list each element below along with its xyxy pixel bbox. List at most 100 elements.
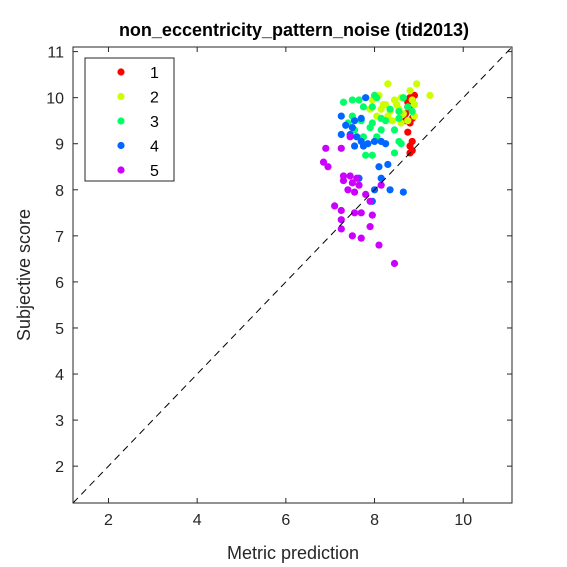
data-point-series-5-4 xyxy=(346,133,354,141)
legend-label-2: 2 xyxy=(150,90,159,107)
data-point-series-5-13 xyxy=(362,190,370,198)
data-point-series-5-3 xyxy=(324,163,332,171)
data-point-series-5-11 xyxy=(344,186,352,194)
data-point-series-5-0 xyxy=(337,144,345,152)
data-point-series-4-0 xyxy=(362,94,370,102)
data-point-series-5-6 xyxy=(346,172,354,180)
data-point-series-2-1 xyxy=(413,80,421,88)
legend-label-1: 1 xyxy=(150,65,159,82)
y-tick-label-5: 7 xyxy=(55,229,64,246)
data-point-series-3-10 xyxy=(404,103,412,111)
data-point-series-5-10 xyxy=(355,181,363,189)
y-tick-label-6: 8 xyxy=(55,183,64,200)
data-point-series-3-1 xyxy=(348,96,356,104)
data-point-series-4-14 xyxy=(350,142,359,150)
data-point-series-3-2 xyxy=(355,96,363,104)
data-point-series-4-17 xyxy=(384,160,392,169)
data-point-series-5-25 xyxy=(375,241,383,249)
data-point-series-5-15 xyxy=(331,202,339,210)
data-point-series-2-2 xyxy=(426,91,434,99)
legend-marker-2 xyxy=(117,92,125,101)
x-tick-label-2: 6 xyxy=(281,512,290,529)
legend-label-5: 5 xyxy=(150,163,159,180)
data-point-series-1-14 xyxy=(408,137,416,146)
data-point-series-3-9 xyxy=(395,107,403,116)
data-point-series-4-22 xyxy=(386,186,394,194)
data-point-series-3-19 xyxy=(390,126,399,134)
data-point-series-5-23 xyxy=(348,232,356,240)
data-point-series-2-17 xyxy=(404,117,412,125)
y-tick-label-7: 9 xyxy=(55,137,64,154)
data-point-series-5-18 xyxy=(350,209,359,217)
x-tick-label-4: 10 xyxy=(454,512,472,529)
plot-frame xyxy=(72,46,513,504)
data-point-series-3-27 xyxy=(377,114,385,122)
data-point-series-1-7 xyxy=(404,128,412,136)
y-axis-label: Subjective score xyxy=(14,209,34,341)
data-point-series-2-16 xyxy=(388,117,396,125)
data-point-series-3-17 xyxy=(366,124,374,132)
legend-marker-1 xyxy=(117,68,125,76)
data-point-series-5-27 xyxy=(366,223,374,231)
series-5 xyxy=(319,133,399,268)
data-point-series-4-3 xyxy=(357,114,365,122)
data-point-series-3-0 xyxy=(339,98,348,106)
data-point-series-3-26 xyxy=(397,140,405,148)
data-point-series-3-18 xyxy=(377,126,385,134)
data-point-series-3-8 xyxy=(386,105,394,113)
data-point-series-3-5 xyxy=(399,94,407,102)
x-axis-label: Metric prediction xyxy=(227,543,359,563)
y-tick-label-1: 3 xyxy=(55,413,64,430)
data-point-series-3-4 xyxy=(373,94,381,102)
data-point-series-4-5 xyxy=(348,124,356,132)
data-point-series-2-20 xyxy=(410,100,419,109)
data-point-series-3-7 xyxy=(368,103,376,111)
data-point-series-4-11 xyxy=(370,137,379,146)
data-point-series-4-6 xyxy=(337,130,345,139)
y-tick-label-4: 6 xyxy=(55,275,64,292)
identity-reference-line xyxy=(72,46,513,504)
legend: 1 2 3 4 5 xyxy=(84,57,175,182)
data-point-series-5-24 xyxy=(357,234,365,242)
data-point-series-2-3 xyxy=(406,87,414,95)
data-point-series-4-8 xyxy=(353,133,361,141)
data-point-series-5-21 xyxy=(368,211,376,219)
y-tick-label-2: 4 xyxy=(55,367,64,384)
data-point-series-5-26 xyxy=(390,259,399,268)
data-point-series-5-14 xyxy=(377,181,385,189)
data-point-series-4-4 xyxy=(342,121,350,129)
data-point-series-3-25 xyxy=(390,149,399,157)
data-point-series-5-20 xyxy=(337,216,345,224)
x-axis-ticks: 2 4 6 8 10 xyxy=(104,47,472,529)
data-point-series-3-29 xyxy=(408,107,416,116)
data-point-series-4-1 xyxy=(337,112,345,120)
data-point-series-4-16 xyxy=(375,163,383,171)
y-tick-label-9: 11 xyxy=(47,45,64,62)
legend-label-3: 3 xyxy=(150,114,159,131)
x-tick-label-1: 4 xyxy=(193,512,202,529)
data-point-series-2-19 xyxy=(393,100,401,109)
y-tick-label-3: 5 xyxy=(55,321,64,338)
data-point-series-3-23 xyxy=(362,151,370,159)
data-point-series-5-8 xyxy=(339,176,348,185)
data-point-series-4-13 xyxy=(382,140,390,148)
data-point-series-4-2 xyxy=(350,117,359,125)
y-tick-label-8: 10 xyxy=(46,91,64,108)
legend-box xyxy=(84,57,175,182)
data-markers xyxy=(319,80,434,268)
data-point-series-5-19 xyxy=(357,209,365,217)
data-point-series-5-12 xyxy=(350,188,359,196)
data-point-series-5-1 xyxy=(322,144,330,152)
y-tick-label-0: 2 xyxy=(55,459,64,476)
x-tick-label-3: 8 xyxy=(370,512,379,529)
x-tick-label-0: 2 xyxy=(104,512,113,529)
legend-label-4: 4 xyxy=(150,139,159,156)
data-point-series-3-15 xyxy=(395,114,403,122)
data-point-series-3-6 xyxy=(359,103,368,111)
y-axis-ticks: 2 3 4 5 6 7 8 9 10 11 xyxy=(46,45,512,476)
data-point-series-5-7 xyxy=(353,174,361,182)
legend-marker-5 xyxy=(117,166,125,174)
legend-marker-3 xyxy=(117,117,125,125)
legend-items: 1 2 3 4 5 xyxy=(117,65,159,180)
